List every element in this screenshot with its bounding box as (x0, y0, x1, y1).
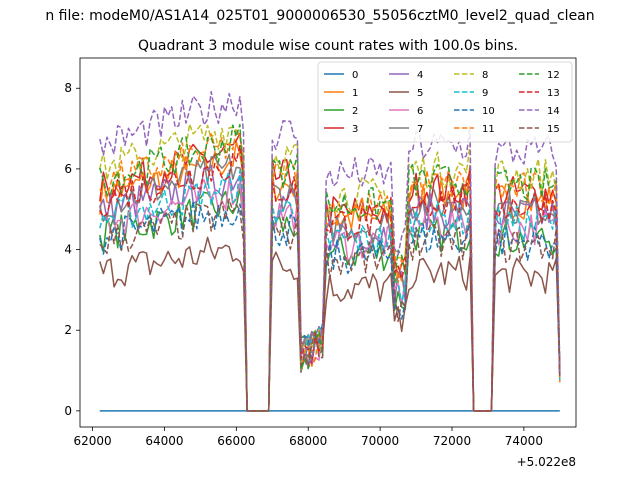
legend-frame (317, 61, 573, 143)
y-tick-label-4: 4 (64, 243, 72, 257)
x-tick-label-64000: 64000 (145, 434, 183, 448)
x-tick-label-68000: 68000 (289, 434, 327, 448)
legend-label-1: 1 (352, 88, 358, 99)
figure-suptitle: n file: modeM0/AS1A14_025T01_9000006530_… (45, 8, 594, 24)
legend-label-2: 2 (352, 106, 358, 117)
y-tick-label-0: 0 (64, 404, 72, 418)
series-line-10 (99, 200, 561, 412)
legend-label-3: 3 (352, 124, 358, 135)
legend-label-8: 8 (482, 70, 488, 81)
legend-label-15: 15 (547, 124, 560, 135)
legend-label-7: 7 (417, 124, 423, 135)
y-tick-label-2: 2 (64, 323, 72, 337)
legend-label-6: 6 (417, 106, 423, 117)
legend-label-5: 5 (417, 88, 423, 99)
x-tick-label-62000: 62000 (73, 434, 111, 448)
legend-label-4: 4 (417, 70, 423, 81)
x-tick-label-74000: 74000 (505, 434, 543, 448)
y-tick-label-6: 6 (64, 162, 72, 176)
legend-label-10: 10 (482, 106, 495, 117)
x-tick-label-66000: 66000 (217, 434, 255, 448)
legend-label-11: 11 (482, 124, 495, 135)
legend-label-13: 13 (547, 88, 560, 99)
series-lines (99, 90, 561, 412)
legend-label-9: 9 (482, 88, 488, 99)
y-tick-label-8: 8 (64, 81, 72, 95)
x-tick-label-72000: 72000 (433, 434, 471, 448)
x-tick-label-70000: 70000 (361, 434, 399, 448)
legend-label-12: 12 (547, 70, 560, 81)
x-offset-text: +5.022e8 (517, 455, 576, 469)
chart-title: Quadrant 3 module wise count rates with … (138, 38, 518, 54)
series-line-15 (99, 198, 561, 412)
axes-layer: 62000 64000 66000 68000 70000 72000 74000 0 2 4 6 8 (64, 57, 577, 448)
legend-label-14: 14 (547, 106, 560, 117)
legend-label-0: 0 (352, 70, 358, 81)
axes-frame (79, 57, 577, 428)
